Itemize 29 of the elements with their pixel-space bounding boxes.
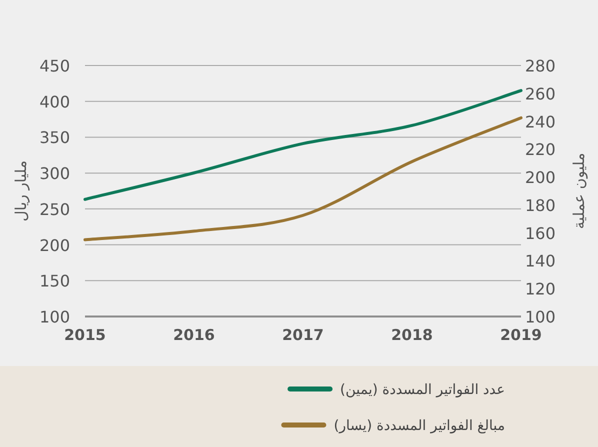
y2-tick-label: 120 — [525, 280, 556, 299]
y-tick-label: 150 — [39, 272, 70, 291]
y2-tick-label: 180 — [525, 196, 556, 215]
legend-label: عدد الفواتير المسددة (يمين) — [340, 382, 505, 398]
y2-tick-label: 240 — [525, 112, 556, 132]
x-tick-label: 2015 — [64, 326, 106, 344]
x-tick-label: 2017 — [282, 326, 324, 344]
y2-tick-label: 200 — [525, 168, 556, 188]
y-tick-label: 350 — [39, 128, 70, 148]
y2-tick-label: 140 — [525, 252, 556, 271]
legend-label: مبالغ الفواتير المسددة (يسار) — [334, 418, 505, 434]
x-tick-label: 2018 — [391, 326, 433, 344]
y2-axis-title: مليون عملية — [570, 152, 588, 230]
y-tick-label: 200 — [39, 236, 70, 255]
line-series — [84, 116, 522, 242]
x-tick-label: 2016 — [173, 326, 215, 344]
y-tick-label: 100 — [39, 308, 70, 326]
y-tick-label: 300 — [39, 164, 70, 184]
y2-tick-label: 100 — [525, 308, 556, 326]
y2-tick-label: 220 — [525, 140, 556, 160]
y2-tick-label: 280 — [525, 56, 556, 76]
y-tick-label: 450 — [39, 56, 70, 76]
y-tick-label: 250 — [39, 200, 70, 219]
y2-tick-label: 260 — [525, 84, 556, 104]
y-tick-label: 400 — [39, 92, 70, 112]
y-axis-title: مليار ريال — [12, 160, 30, 222]
y2-tick-label: 160 — [525, 224, 556, 243]
x-tick-label: 2019 — [500, 326, 542, 344]
line-series — [84, 89, 522, 201]
